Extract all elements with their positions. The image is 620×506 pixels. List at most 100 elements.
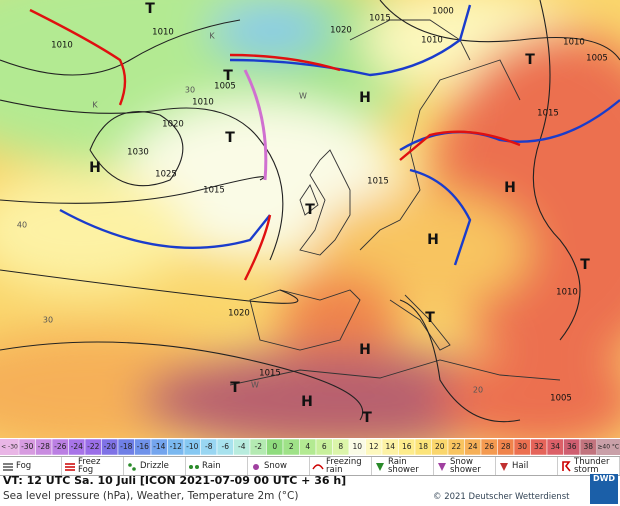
- scale-value: -12: [170, 442, 182, 451]
- legend-icon: [189, 465, 199, 469]
- scale-value: -16: [137, 442, 149, 451]
- scale-value: -24: [71, 442, 83, 451]
- map-label: T: [230, 380, 240, 396]
- legend-icon: [3, 463, 13, 471]
- map-label: 1015: [259, 369, 281, 379]
- scale-value: 24: [468, 442, 478, 451]
- map-label: 1010: [421, 36, 443, 46]
- scale-low-label: < -30: [1, 444, 18, 451]
- scale-value: -8: [205, 442, 213, 451]
- scale-value: -30: [21, 442, 33, 451]
- legend-item: Rain shower: [372, 457, 434, 475]
- scale-value: 20: [435, 442, 445, 451]
- legend-label: Freezing rain: [326, 457, 362, 475]
- map-label: 40: [17, 221, 27, 230]
- scale-value: 10: [352, 442, 362, 451]
- map-label: T: [362, 410, 372, 426]
- map-label: T: [223, 68, 233, 84]
- scale-value: 38: [583, 442, 593, 451]
- map-label: 1005: [586, 54, 608, 64]
- map-label: T: [580, 257, 590, 273]
- legend-icon: [376, 463, 384, 471]
- map-label: 1010: [556, 288, 578, 298]
- scale-value: 34: [550, 442, 560, 451]
- map-label: 1025: [155, 170, 177, 180]
- map-label: 1015: [537, 109, 559, 119]
- map-label: 1020: [228, 309, 250, 319]
- scale-cell: [0, 439, 19, 455]
- map-label: 1010: [51, 41, 73, 51]
- map-label: W: [299, 92, 307, 101]
- map-label: T: [145, 1, 155, 17]
- map-label: T: [425, 310, 435, 326]
- fronts: [29, 4, 620, 281]
- isobars: [0, 0, 620, 423]
- scale-value: -2: [255, 442, 263, 451]
- legend-item: Drizzle: [124, 457, 186, 475]
- map-label: 1010: [152, 28, 174, 38]
- scale-value: -18: [120, 442, 132, 451]
- scale-value: 16: [402, 442, 412, 451]
- map-label: 1030: [127, 148, 149, 158]
- scale-value: 28: [501, 442, 511, 451]
- legend-item: Fog: [0, 457, 62, 475]
- scale-value: 36: [567, 442, 577, 451]
- map-label: 1010: [192, 98, 214, 108]
- legend-icon: [562, 461, 571, 472]
- legend-label: Thunder storm: [574, 457, 610, 475]
- legend-item: Snow shower: [434, 457, 496, 475]
- map-label: 1020: [162, 120, 184, 130]
- legend-icon: [438, 463, 446, 471]
- scale-value: -26: [54, 442, 66, 451]
- scale-value: -22: [87, 442, 99, 451]
- map-label: 1010: [563, 38, 585, 48]
- map-label: H: [301, 394, 313, 410]
- scale-value: -20: [104, 442, 116, 451]
- map-label: T: [225, 130, 235, 146]
- legend-label: Drizzle: [140, 461, 169, 471]
- legend-item: Snow: [248, 457, 310, 475]
- map-label: 1015: [367, 177, 389, 187]
- weather-map: HHHHHHTTTTTTTTT1010101010051010102010301…: [0, 0, 620, 456]
- map-label: K: [92, 101, 98, 110]
- map-label: H: [359, 342, 371, 358]
- coastlines: [229, 19, 561, 386]
- temperature-field: [0, 0, 620, 438]
- map-label: 20: [473, 386, 483, 395]
- scale-high-label: ≥40 °C: [597, 444, 619, 451]
- dwd-logo: DWD: [590, 474, 618, 504]
- scale-value: -4: [238, 442, 246, 451]
- scale-value: 12: [369, 442, 379, 451]
- legend-item: Thunder storm: [558, 457, 620, 475]
- map-label: 1005: [550, 394, 572, 404]
- legend-label: Fog: [16, 461, 32, 471]
- scale-value: -14: [153, 442, 165, 451]
- map-label: 1000: [432, 7, 454, 17]
- copyright: © 2021 Deutscher Wetterdienst: [433, 492, 570, 502]
- map-label: 30: [185, 86, 195, 95]
- scale-value: 30: [517, 442, 527, 451]
- legend-icon: [128, 463, 136, 471]
- scale-value: 18: [418, 442, 428, 451]
- map-label: W: [251, 381, 259, 390]
- legend-label: Rain: [202, 461, 221, 471]
- scale-value: -10: [186, 442, 198, 451]
- map-label: H: [89, 160, 101, 176]
- legend-icon: [253, 464, 259, 470]
- map-label: K: [209, 32, 215, 41]
- map-label: 1020: [330, 26, 352, 36]
- scale-value: 6: [322, 442, 327, 451]
- scale-value: 4: [305, 442, 310, 451]
- scale-value: 0: [272, 442, 277, 451]
- map-label: H: [427, 232, 439, 248]
- map-label: T: [305, 202, 315, 218]
- scale-value: 32: [534, 442, 544, 451]
- legend-label: Snow: [264, 461, 287, 471]
- map-label: 30: [43, 316, 53, 325]
- description: Sea level pressure (hPa), Weather, Tempe…: [3, 490, 299, 502]
- map-label: 1015: [369, 14, 391, 24]
- legend-icon: [65, 463, 75, 471]
- legend-item: Hail: [496, 457, 558, 475]
- valid-time: VT: 12 UTC Sa. 10 Juli [ICON 2021-07-09 …: [3, 474, 347, 487]
